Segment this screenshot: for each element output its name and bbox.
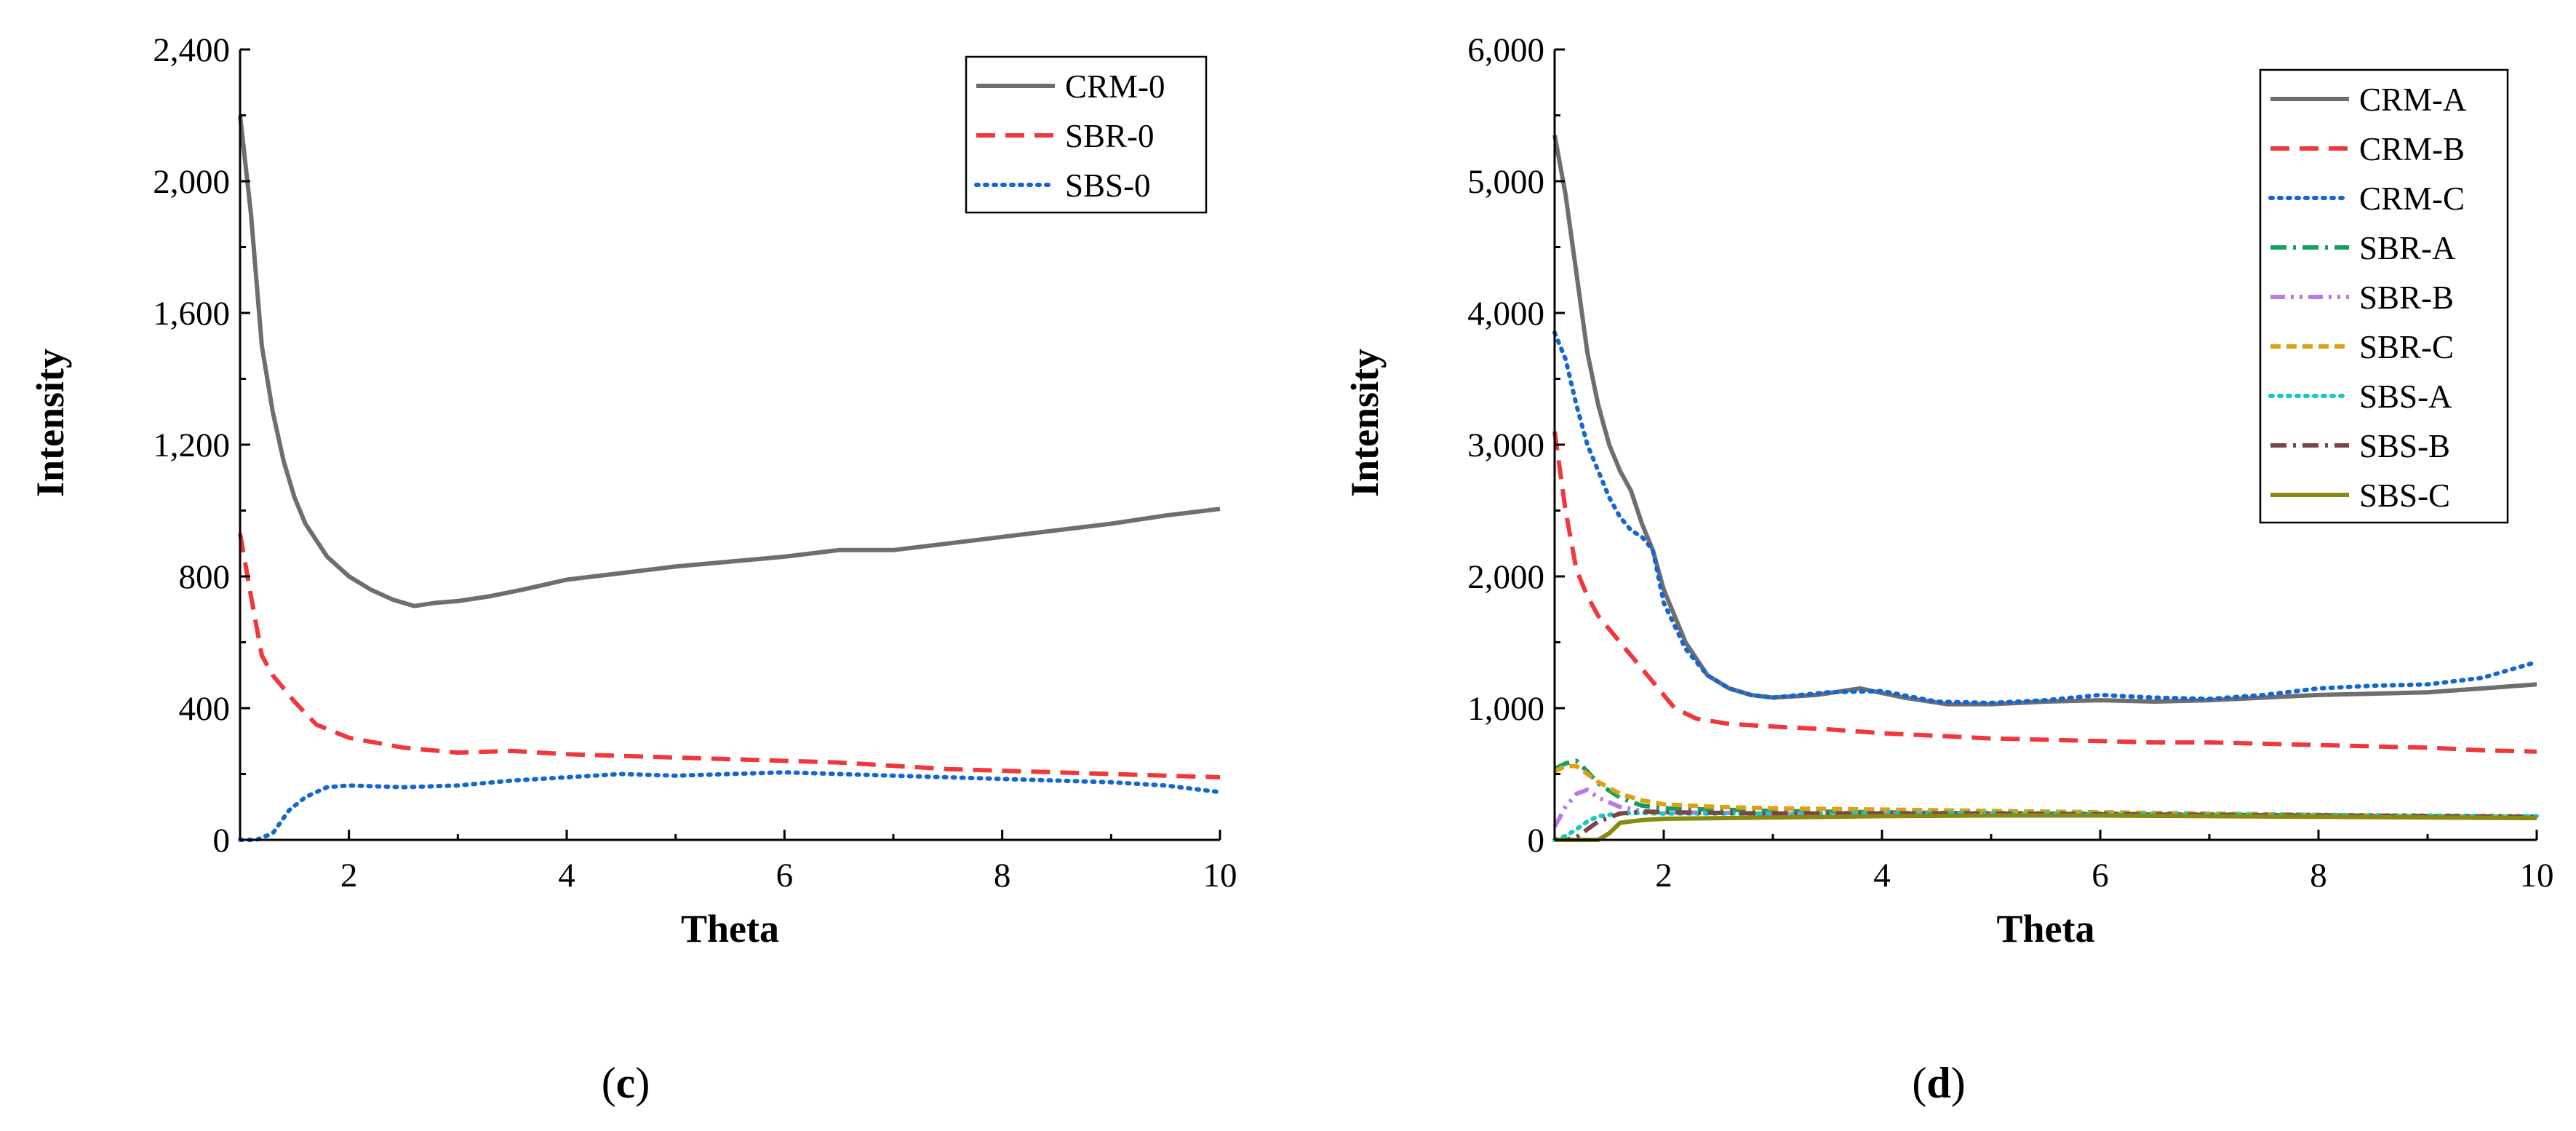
chart-panel-d: 0 1,000 2,000 3,000 4,000 5,000 6,000 2 4 6 8 10 The… — [1343, 31, 2554, 1107]
series-line-sbr-b — [1552, 787, 2537, 828]
x-tick-label: 8 — [2310, 857, 2327, 894]
legend-label-sbs-b: SBS-B — [2359, 428, 2450, 464]
legend-label-sbr-a: SBR-A — [2359, 230, 2456, 266]
y-tick-label: 2,000 — [153, 163, 230, 201]
y-tick-label: 800 — [179, 558, 231, 596]
legend-label-sbs-c: SBS-C — [2359, 477, 2450, 514]
x-tick-label: 4 — [558, 857, 575, 894]
series-group — [238, 115, 1222, 842]
series-line-crm-b — [1552, 431, 2537, 754]
legend-label-sbr-0: SBR-0 — [1065, 118, 1155, 154]
series-group — [1552, 135, 2539, 842]
series-line-sbr-c — [1553, 763, 2537, 820]
y-tick-label: 0 — [1528, 822, 1545, 860]
x-axis-title: Theta — [1997, 907, 2095, 951]
series-line-crm-0 — [238, 115, 1221, 608]
y-tick-label: 1,200 — [153, 426, 230, 464]
y-axis-title: Intensity — [1343, 349, 1387, 497]
panel-label: (d) — [1912, 1059, 1965, 1107]
series-line-sbr-0 — [238, 533, 1221, 779]
y-axis-title: Intensity — [28, 349, 72, 497]
legend-label-sbs-0: SBS-0 — [1065, 167, 1151, 204]
x-tick-label: 6 — [2091, 857, 2109, 894]
y-tick-label: 5,000 — [1467, 163, 1544, 201]
legend-label-crm-a: CRM-A — [2359, 82, 2467, 118]
series-line-sbs-c — [1555, 813, 2537, 842]
chart-panel-c: 0 400 800 1,200 1,600 2,000 2,400 2 4 6 8 10 Theta In… — [28, 31, 1237, 1107]
x-axis-title: Theta — [681, 907, 779, 951]
y-tick-label: 4,000 — [1467, 295, 1544, 333]
series-line-sbs-0 — [238, 770, 1222, 842]
panel-label: (c) — [602, 1059, 650, 1107]
y-tick-label: 1,600 — [153, 295, 230, 333]
y-tick-label: 1,000 — [1467, 690, 1544, 728]
x-tick-label: 10 — [1203, 857, 1237, 894]
y-tick-label: 2,000 — [1467, 558, 1544, 596]
y-tick-label: 3,000 — [1467, 426, 1544, 464]
series-line-sbs-b — [1555, 809, 2537, 842]
legend-label-crm-0: CRM-0 — [1065, 68, 1165, 105]
x-tick-label: 8 — [994, 857, 1011, 894]
y-tick-label: 6,000 — [1467, 31, 1544, 69]
x-tick-label: 4 — [1873, 857, 1891, 894]
legend-label-sbr-c: SBR-C — [2359, 329, 2454, 365]
x-tick-label: 6 — [776, 857, 794, 894]
y-tick-label: 0 — [213, 822, 231, 860]
legend-label-sbs-a: SBS-A — [2359, 378, 2452, 415]
x-tick-label: 10 — [2520, 857, 2554, 894]
x-tick-label: 2 — [1655, 857, 1672, 894]
series-line-crm-c — [1552, 330, 2539, 705]
y-tick-label: 2,400 — [153, 31, 230, 69]
legend-label-crm-c: CRM-C — [2359, 180, 2465, 217]
x-tick-label: 2 — [340, 857, 358, 894]
y-tick-label: 400 — [179, 690, 231, 728]
legend-label-sbr-b: SBR-B — [2359, 279, 2454, 316]
legend-label-crm-b: CRM-B — [2359, 131, 2465, 167]
